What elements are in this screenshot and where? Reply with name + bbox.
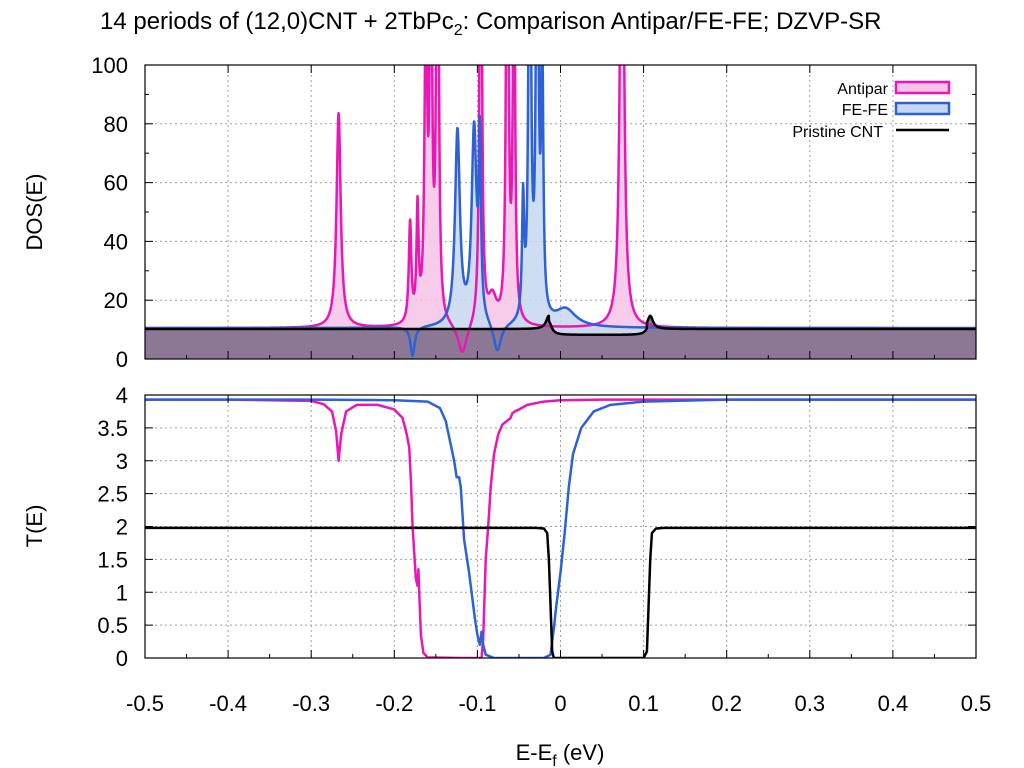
legend-label-antipar: Antipar [837, 81, 888, 98]
dos-y-tick-label: 20 [104, 288, 128, 313]
x-tick-label: -0.2 [375, 691, 413, 716]
x-axis-label-unit: (eV) [557, 740, 605, 765]
legend-label-pristine: Pristine CNT [792, 124, 883, 141]
x-tick-label: 0.3 [795, 691, 826, 716]
transmission-y-tick-label: 1.5 [97, 547, 128, 572]
legend-swatch-antipar [894, 80, 951, 95]
x-tick-label: -0.4 [209, 691, 247, 716]
transmission-line-antipar [145, 398, 976, 658]
transmission-panel: -0.5 -0.4 -0.3 -0.2 -0.1 0 0.1 0.2 0.3 0.4 0.5 0 0.5… [22, 383, 991, 768]
transmission-y-axis-label: T(E) [22, 505, 47, 548]
dos-y-axis-label: DOS(E) [22, 174, 47, 251]
x-axis-label: E-Ef (eV) [516, 740, 605, 768]
transmission-line-pristine [145, 526, 976, 658]
transmission-y-tick-label: 0 [116, 646, 128, 671]
transmission-y-tick-label: 4 [116, 383, 128, 408]
dos-ticks: 0 20 40 60 80 100 [91, 53, 977, 372]
dos-y-tick-label: 40 [104, 229, 128, 254]
transmission-y-tick-label: 3.5 [97, 416, 128, 441]
transmission-y-tick-label: 0.5 [97, 613, 128, 638]
dos-y-tick-label: 100 [91, 53, 128, 78]
x-axis-label-subscript: f [552, 753, 557, 768]
chart-title-suffix: : Comparison Antipar/FE-FE; DZVP-SR [463, 8, 882, 35]
x-tick-label: -0.5 [126, 691, 164, 716]
dos-panel: 0 20 40 60 80 100 DOS(E) Antipar FE-FE Pristi… [22, 53, 977, 372]
chart-title: 14 periods of (12,0)CNT + 2TbPc2: Compar… [100, 8, 881, 39]
transmission-y-tick-label: 2 [116, 515, 128, 540]
x-tick-label: 0.1 [628, 691, 659, 716]
x-tick-label: 0 [554, 691, 566, 716]
chart-title-subscript: 2 [454, 22, 463, 39]
x-tick-label: -0.1 [458, 691, 496, 716]
dos-y-tick-label: 0 [116, 347, 128, 372]
x-axis-label-main: E-E [516, 740, 553, 765]
chart-title-main: 14 periods of (12,0)CNT + 2TbPc [100, 8, 454, 35]
transmission-line-fefe [145, 398, 976, 658]
dos-legend: Antipar FE-FE Pristine CNT [792, 80, 951, 141]
dos-y-tick-label: 80 [104, 112, 128, 137]
dos-y-tick-label: 60 [104, 171, 128, 196]
legend-label-fefe: FE-FE [842, 102, 888, 119]
transmission-grid [145, 395, 976, 658]
dos-line-fefe [145, 65, 976, 358]
x-tick-label: 0.2 [711, 691, 742, 716]
x-tick-label: -0.3 [292, 691, 330, 716]
x-tick-label: 0.4 [878, 691, 909, 716]
transmission-y-tick-label: 2.5 [97, 482, 128, 507]
transmission-y-tick-label: 1 [116, 580, 128, 605]
transmission-y-tick-label: 3 [116, 449, 128, 474]
transmission-series-group [145, 398, 976, 658]
dos-line-pristine [145, 314, 976, 337]
dos-series-group [145, 65, 976, 359]
x-tick-label: 0.5 [961, 691, 992, 716]
legend-swatch-fefe [894, 101, 951, 116]
transmission-ticks: -0.5 -0.4 -0.3 -0.2 -0.1 0 0.1 0.2 0.3 0.4 0.5 0 0.5… [97, 383, 991, 716]
dos-area-pristine [145, 315, 976, 359]
